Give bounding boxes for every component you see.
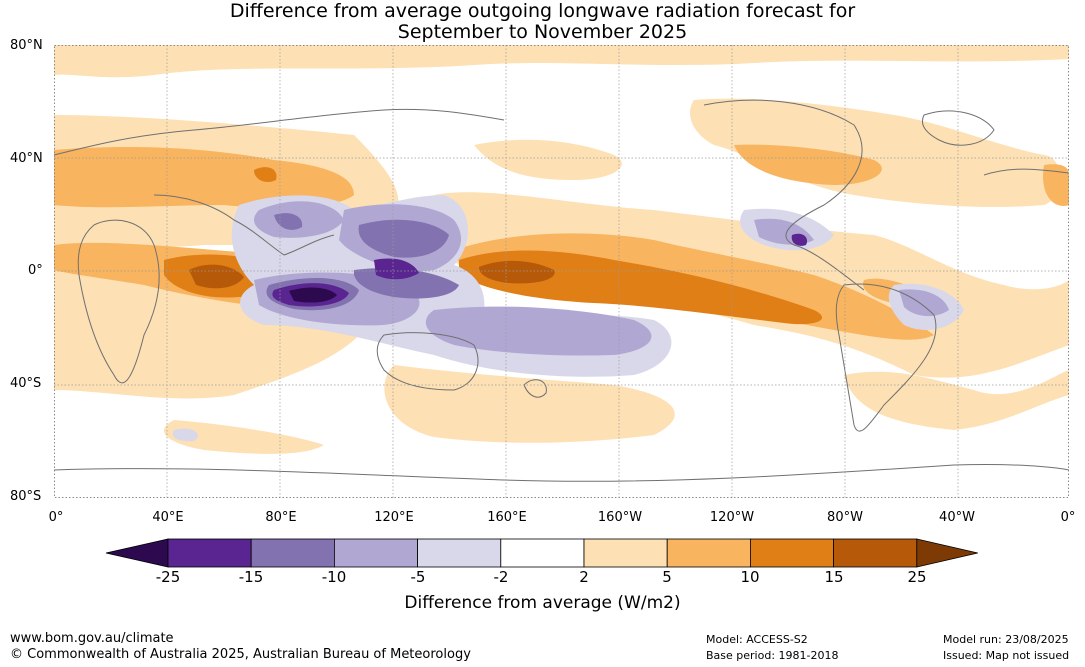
- anomaly-15-to-25-regions: [189, 260, 555, 289]
- lon-label-120e: 120°E: [374, 510, 414, 525]
- footer-model: Model: ACCESS-S2: [706, 633, 808, 646]
- colorbar-segment-4: [417, 538, 502, 568]
- colorbar-tick-6: 2: [579, 568, 589, 586]
- colorbar-segment-9: [833, 538, 918, 568]
- colorbar-tick-5: -2: [493, 568, 509, 586]
- footer-issued: Issued: Map not issued: [943, 649, 1070, 662]
- lon-label-160e: 160°E: [487, 510, 527, 525]
- colorbar-tick-9: 15: [824, 568, 844, 586]
- colorbar-tick-8: 10: [740, 568, 760, 586]
- colorbar-tick-1: -25: [155, 568, 181, 586]
- lat-label-80s: 80°S: [10, 489, 42, 504]
- colorbar-tick-10: 25: [907, 568, 927, 586]
- colorbar-extend-high: [916, 538, 978, 568]
- lon-label-0-east-edge: 0°: [1060, 510, 1076, 525]
- anomaly-below-minus-25-regions: [289, 287, 337, 303]
- lat-label-80n: 80°N: [10, 38, 43, 53]
- coastlines: [54, 99, 1069, 482]
- graticule: [54, 45, 1069, 498]
- map-title-line-2: September to November 2025: [397, 21, 688, 43]
- colorbar-segment-8: [750, 538, 835, 568]
- lat-label-40n: 40°N: [10, 151, 43, 166]
- olr-anomaly-map: [54, 45, 1069, 498]
- colorbar-segment-1: [167, 538, 252, 568]
- colorbar-segment-6: [583, 538, 668, 568]
- lon-label-160w: 160°W: [597, 510, 643, 525]
- lon-label-80e: 80°E: [265, 510, 297, 525]
- colorbar: [105, 538, 978, 568]
- footer-base-period: Base period: 1981-2018: [706, 649, 839, 662]
- lon-label-40w: 40°W: [939, 510, 975, 525]
- lon-label-0-west-edge: 0°: [48, 510, 64, 525]
- colorbar-label: Difference from average (W/m2): [404, 593, 681, 613]
- lon-label-120w: 120°W: [709, 510, 755, 525]
- colorbar-segments: [105, 538, 978, 568]
- lat-label-equator: 0°: [28, 263, 43, 278]
- map-frame: [54, 45, 1069, 498]
- colorbar-segment-3: [333, 538, 418, 568]
- footer-model-run: Model run: 23/08/2025: [943, 633, 1069, 646]
- lon-label-80w: 80°W: [827, 510, 863, 525]
- colorbar-extend-low: [105, 538, 169, 568]
- lat-label-40s: 40°S: [10, 376, 42, 391]
- colorbar-segment-2: [250, 538, 335, 568]
- colorbar-tick-2: -15: [238, 568, 264, 586]
- colorbar-tick-7: 5: [662, 568, 672, 586]
- colorbar-tick-4: -5: [410, 568, 426, 586]
- footer-url[interactable]: www.bom.gov.au/climate: [10, 631, 174, 646]
- colorbar-segment-5: [500, 538, 585, 568]
- colorbar-segment-7: [666, 538, 751, 568]
- lon-label-40e: 40°E: [152, 510, 184, 525]
- colorbar-tick-3: -10: [321, 568, 347, 586]
- map-title-line-1: Difference from average outgoing longwav…: [229, 0, 856, 22]
- footer-copyright: © Commonwealth of Australia 2025, Austra…: [10, 647, 471, 662]
